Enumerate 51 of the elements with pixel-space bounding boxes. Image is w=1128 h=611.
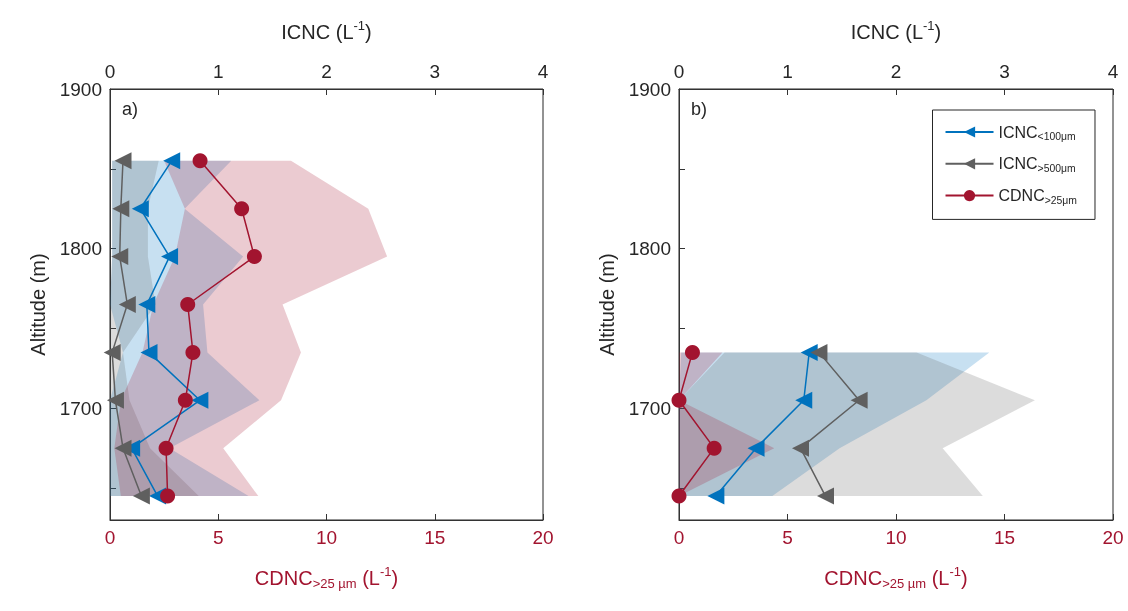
point	[138, 296, 156, 313]
x-tick-label: 0	[673, 527, 685, 548]
point	[747, 439, 765, 457]
point	[140, 343, 158, 361]
x-tick-label: 15	[993, 527, 1016, 548]
annotation: b)	[691, 99, 708, 119]
point	[111, 248, 129, 266]
y-tick-label: 1700	[628, 397, 671, 419]
point	[114, 152, 132, 170]
point	[816, 487, 834, 505]
y-tick-label: 1800	[59, 238, 102, 260]
point	[163, 152, 181, 170]
x-tick-label: 20	[532, 527, 554, 548]
x-tick-label: 15	[424, 527, 446, 548]
y-tick-label: 1900	[628, 78, 671, 100]
point	[810, 343, 828, 361]
x-tick-label: 5	[212, 527, 224, 548]
point	[112, 200, 130, 218]
point	[795, 391, 813, 409]
y-axis-title: Altitude (m)	[27, 253, 49, 356]
x-tick-label: 0	[104, 527, 116, 548]
x2-tick-label: 2	[321, 61, 332, 82]
x2-tick-label: 2	[890, 61, 902, 82]
x2-tick-label: 4	[537, 61, 549, 82]
point	[707, 487, 725, 505]
point	[131, 200, 149, 218]
x2-tick-label: 0	[673, 61, 685, 82]
annotation: a)	[122, 99, 139, 119]
point	[106, 391, 124, 409]
point	[792, 439, 810, 457]
point	[114, 439, 132, 457]
y-tick-label: 1700	[59, 397, 102, 419]
y-axis-title: Altitude (m)	[596, 253, 618, 356]
x2-tick-label: 4	[1107, 61, 1119, 82]
y-tick-label: 1900	[59, 78, 102, 100]
x2-tick-label: 1	[212, 61, 224, 82]
x-tick-label: 10	[315, 527, 338, 548]
point	[161, 248, 179, 266]
x-tick-label: 20	[1102, 527, 1124, 548]
point	[191, 391, 209, 409]
point	[850, 391, 868, 409]
point	[118, 296, 136, 313]
point	[132, 487, 150, 505]
x-tick-label: 10	[885, 527, 907, 548]
x2-tick-label: 1	[782, 61, 793, 82]
x2-tick-label: 3	[429, 61, 441, 82]
x2-tick-label: 3	[999, 61, 1010, 82]
point	[103, 343, 121, 361]
y-tick-label: 1800	[628, 238, 671, 260]
x-tick-label: 5	[782, 527, 793, 548]
x2-tick-label: 0	[104, 61, 116, 82]
